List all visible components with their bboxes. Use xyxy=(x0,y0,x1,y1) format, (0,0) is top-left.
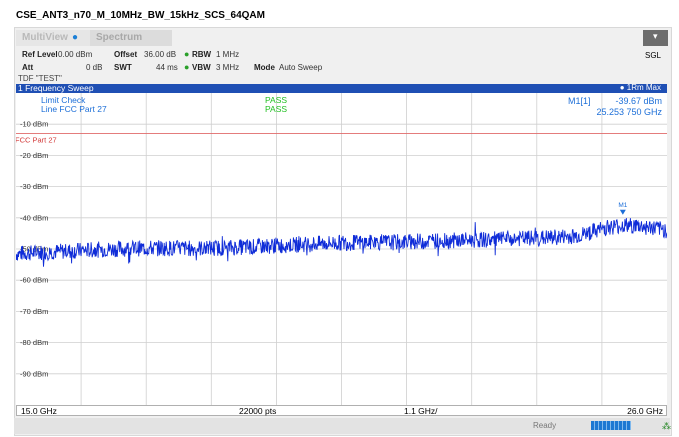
ref-level-value: 0.00 dBm xyxy=(58,50,93,59)
ready-status: Ready xyxy=(533,421,557,430)
y-tick-label: -80 dBm xyxy=(20,338,48,347)
marker-readout-value: -39.67 dBm xyxy=(615,96,662,106)
window-title: CSE_ANT3_n70_M_10MHz_BW_15kHz_SCS_64QAM xyxy=(16,10,265,21)
sgl-label: SGL xyxy=(645,51,662,60)
tab-multiview-label: MultiView xyxy=(22,32,68,43)
status-bar: Ready ⁂ xyxy=(14,418,671,434)
limit-line-check-label: Line FCC Part 27 xyxy=(41,104,107,114)
y-tick-label: -60 dBm xyxy=(20,276,48,285)
swt-value: 44 ms xyxy=(156,63,178,72)
swt-label: SWT xyxy=(114,63,132,72)
chevron-down-icon: ▾ xyxy=(653,31,658,41)
tdf-label: TDF "TEST" xyxy=(18,74,62,83)
chart-header: 1 Frequency Sweep ● 1Rm Max xyxy=(16,83,667,93)
marker-triangle-icon xyxy=(619,209,626,215)
trace-indicator: ● 1Rm Max xyxy=(620,83,661,92)
rbw-label: RBW xyxy=(192,50,212,59)
limit-check-label: Limit Check xyxy=(41,95,86,105)
progress-bar xyxy=(591,421,631,430)
marker-label: M1 xyxy=(618,202,627,209)
limit-check-result: PASS xyxy=(265,95,287,105)
limit-line-check-result: PASS xyxy=(265,104,287,114)
sweep-points: 22000 pts xyxy=(239,406,277,416)
marker-readout-frequency: 25.253 750 GHz xyxy=(596,107,662,117)
y-tick-label: -10 dBm xyxy=(20,120,48,129)
y-tick-label: -40 dBm xyxy=(20,213,48,222)
mode-value: Auto Sweep xyxy=(279,63,323,72)
network-icon: ⁂ xyxy=(662,421,671,431)
ref-level-label: Ref Level xyxy=(22,50,58,59)
vbw-label: VBW xyxy=(192,63,211,72)
chart-title: 1 Frequency Sweep xyxy=(18,83,94,93)
offset-label: Offset xyxy=(114,50,138,59)
att-label: Att xyxy=(22,63,34,72)
tab-spectrum-label: Spectrum xyxy=(96,32,143,43)
tab-spectrum[interactable]: Spectrum xyxy=(90,30,172,46)
marker-readout-label: M1[1] xyxy=(568,96,591,106)
marker-m1[interactable]: M1 xyxy=(618,202,628,215)
rbw-value: 1 MHz xyxy=(216,50,240,59)
vbw-indicator-icon: ● xyxy=(184,62,190,72)
tab-multiview[interactable]: MultiView ● xyxy=(16,30,98,46)
y-tick-label: -70 dBm xyxy=(20,307,48,316)
y-tick-label: -90 dBm xyxy=(20,369,48,378)
start-frequency: 15.0 GHz xyxy=(21,406,57,416)
rbw-indicator-icon: ● xyxy=(184,49,190,59)
trace-label: 1Rm Max xyxy=(626,83,661,92)
trace-group xyxy=(16,218,667,267)
span-per-division: 1.1 GHz/ xyxy=(404,406,438,416)
y-tick-label: -30 dBm xyxy=(20,182,48,191)
trace-line xyxy=(16,218,667,267)
spectrum-plot[interactable]: -10 dBm-20 dBm-30 dBm-40 dBm-50 dBm-60 d… xyxy=(16,93,667,405)
menu-dropdown-button[interactable]: ▾ xyxy=(643,30,668,46)
mode-label: Mode xyxy=(254,63,275,72)
trace-dot-icon: ● xyxy=(619,83,627,92)
att-value: 0 dB xyxy=(86,63,103,72)
plot-footer: 15.0 GHz 22000 pts 1.1 GHz/ 26.0 GHz xyxy=(16,405,667,416)
y-tick-label: -20 dBm xyxy=(20,151,48,160)
stop-frequency: 26.0 GHz xyxy=(627,406,663,416)
limit-line-label: FCC Part 27 xyxy=(16,136,57,145)
offset-value: 36.00 dB xyxy=(144,50,177,59)
tab-active-dot-icon: ● xyxy=(71,32,78,43)
vbw-value: 3 MHz xyxy=(216,63,240,72)
